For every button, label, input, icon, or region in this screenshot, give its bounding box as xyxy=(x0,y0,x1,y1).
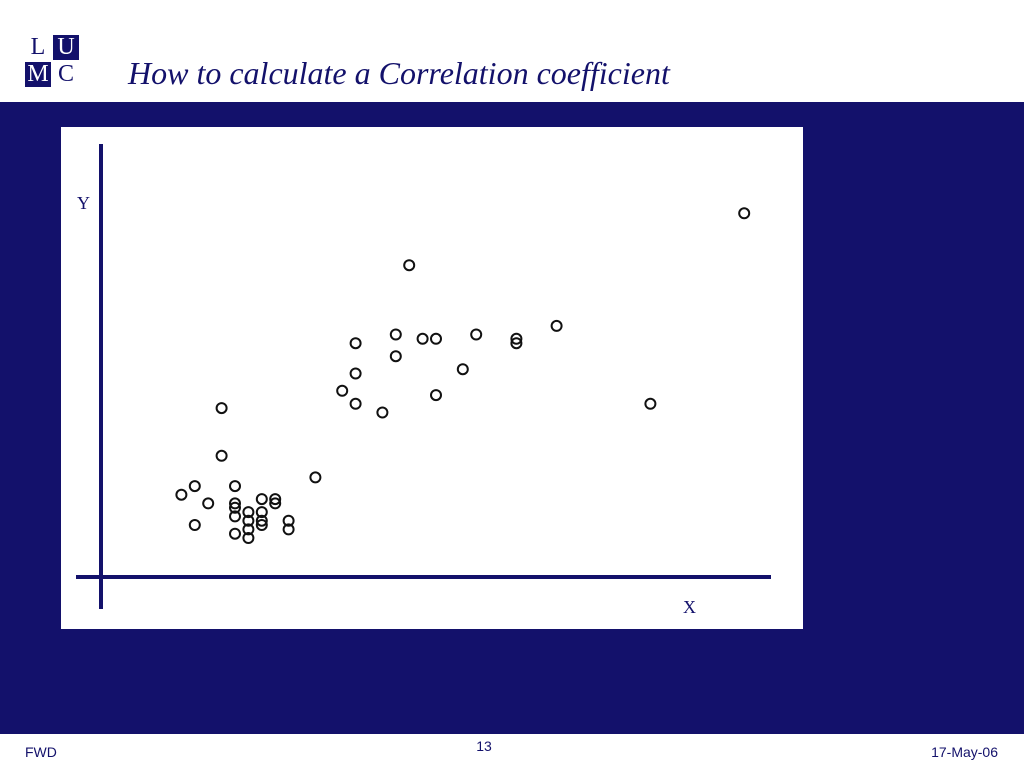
scatter-point-13 xyxy=(242,523,255,536)
scatter-point-8 xyxy=(229,501,241,514)
scatter-point-39 xyxy=(550,319,563,332)
logo-letter-c: C xyxy=(53,62,79,87)
scatter-point-33 xyxy=(430,332,442,345)
scatter-point-3 xyxy=(215,449,228,462)
scatter-point-0 xyxy=(175,488,188,501)
scatter-point-14 xyxy=(242,532,255,544)
scatter-point-6 xyxy=(229,480,241,493)
scatter-point-30 xyxy=(389,328,402,341)
scatter-point-22 xyxy=(282,523,295,536)
scatter-point-31 xyxy=(403,259,416,272)
scatter-point-25 xyxy=(349,337,362,350)
scatter-point-5 xyxy=(215,402,228,415)
y-axis-label: Y xyxy=(77,193,90,213)
logo-letter-u: U xyxy=(53,35,79,60)
scatter-point-27 xyxy=(349,397,362,410)
scatter-chart: Y X xyxy=(76,144,771,617)
scatter-point-40 xyxy=(644,397,657,410)
scatter-point-26 xyxy=(349,367,362,380)
footer: FWD 13 17-May-06 xyxy=(0,734,1024,768)
logo-letter-m: M xyxy=(25,62,51,87)
x-axis-label: X xyxy=(683,597,696,617)
scatter-point-7 xyxy=(229,497,241,510)
scatter-point-12 xyxy=(242,506,255,519)
scatter-point-19 xyxy=(269,493,282,506)
scatter-point-17 xyxy=(255,519,268,531)
footer-author: FWD xyxy=(25,744,57,760)
scatter-point-15 xyxy=(255,514,268,527)
scatter-point-20 xyxy=(269,497,282,510)
scatter-point-21 xyxy=(282,514,295,527)
scatter-point-4 xyxy=(188,519,201,531)
slide-title: How to calculate a Correlation coefficie… xyxy=(128,55,670,91)
scatter-point-32 xyxy=(416,332,429,345)
scatter-point-10 xyxy=(229,527,241,540)
scatter-point-24 xyxy=(336,384,349,397)
scatter-point-1 xyxy=(188,480,201,493)
scatter-point-11 xyxy=(242,514,255,527)
scatter-points xyxy=(175,207,751,544)
scatter-point-28 xyxy=(376,406,389,419)
footer-date: 17-May-06 xyxy=(931,744,998,760)
scatter-point-35 xyxy=(456,363,469,376)
scatter-chart-panel: Y X xyxy=(61,127,803,629)
scatter-point-29 xyxy=(389,350,402,363)
logo-letter-l: L xyxy=(25,35,51,60)
scatter-point-37 xyxy=(510,332,523,345)
scatter-point-38 xyxy=(510,337,523,350)
scatter-point-36 xyxy=(470,328,483,341)
scatter-point-18 xyxy=(255,493,268,506)
scatter-point-2 xyxy=(202,497,215,510)
lumc-logo: L U M C xyxy=(25,35,79,89)
scatter-point-9 xyxy=(229,510,241,523)
scatter-point-23 xyxy=(309,471,322,484)
page-number: 13 xyxy=(476,738,492,754)
scatter-point-41 xyxy=(738,207,751,220)
scatter-point-34 xyxy=(430,389,442,402)
scatter-point-16 xyxy=(255,506,268,519)
